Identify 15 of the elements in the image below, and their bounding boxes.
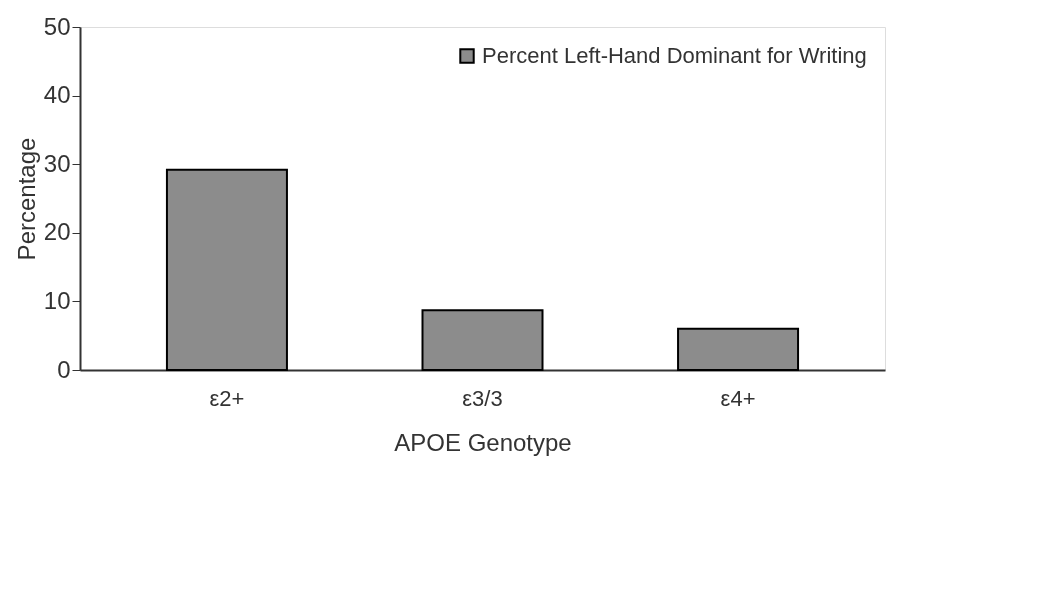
y-axis-title: Percentage (12, 137, 40, 261)
bar (165, 168, 288, 371)
legend-label: Percent Left-Hand Dominant for Writing (482, 43, 867, 68)
bar (677, 327, 800, 371)
y-tick-label: 0 (57, 355, 71, 383)
x-tick-label: ε3/3 (462, 385, 503, 411)
x-tick-label: ε2+ (209, 385, 245, 411)
y-tick-label: 40 (43, 81, 71, 109)
y-tick-label: 50 (43, 12, 71, 40)
y-tick-label: 30 (43, 149, 71, 177)
x-axis-title: APOE Genotype (394, 428, 572, 456)
y-tick-label: 20 (43, 218, 71, 246)
y-tick-label: 10 (43, 286, 71, 314)
bar (421, 309, 544, 371)
x-tick-label: ε4+ (720, 385, 756, 411)
